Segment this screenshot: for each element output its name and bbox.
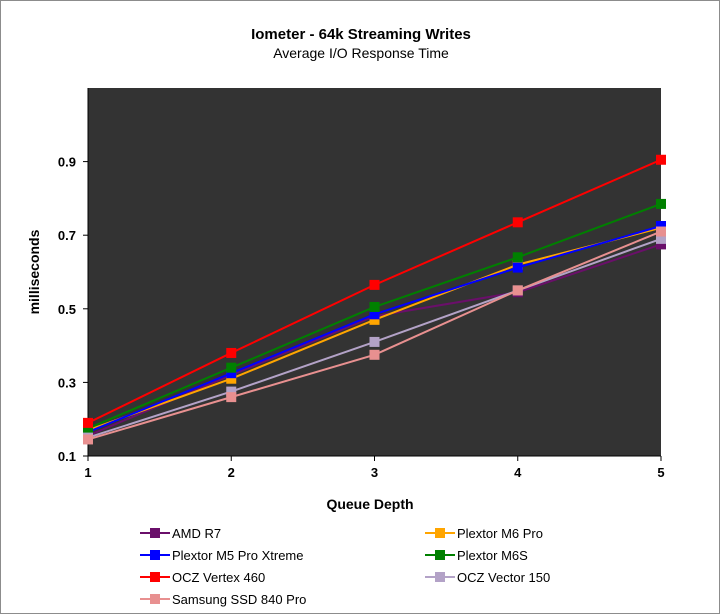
legend-label: Samsung SSD 840 Pro (172, 592, 306, 607)
data-point (83, 434, 93, 445)
y-tick-label: 0.9 (58, 155, 76, 170)
series-lines (83, 154, 666, 445)
x-axis: 1 2 3 4 5 (84, 455, 665, 480)
legend-label: OCZ Vector 150 (457, 570, 550, 585)
x-tick-label: 3 (371, 465, 378, 480)
data-point (226, 373, 237, 384)
data-point (226, 368, 237, 379)
legend-swatch-marker (150, 572, 160, 582)
data-point (369, 349, 380, 360)
data-point (226, 392, 237, 403)
legend-item: Plextor M6S (425, 548, 528, 563)
data-point (226, 347, 237, 358)
data-point (226, 362, 237, 373)
legend-item: Samsung SSD 840 Pro (140, 592, 306, 607)
data-point (512, 252, 523, 263)
legend-swatch-marker (150, 550, 160, 560)
data-point (512, 217, 523, 228)
data-point (656, 226, 666, 237)
data-point (369, 336, 380, 347)
plot-area (88, 88, 661, 456)
data-point (369, 301, 380, 312)
legend-label: Plextor M6 Pro (457, 526, 543, 541)
series-6 (83, 226, 666, 445)
y-tick-label: 0.1 (58, 449, 76, 464)
chart-title: Iometer - 64k Streaming Writes (251, 26, 471, 43)
legend-item: OCZ Vertex 460 (140, 570, 265, 585)
legend-label: Plextor M5 Pro Xtreme (172, 548, 304, 563)
data-point (83, 417, 93, 428)
legend-label: Plextor M6S (457, 548, 528, 563)
y-axis: 0.1 0.3 0.5 0.7 0.9 (58, 88, 89, 464)
series-3 (83, 198, 666, 434)
x-tick-label: 5 (657, 465, 664, 480)
data-point (226, 386, 237, 397)
data-point (656, 233, 666, 244)
legend-item: AMD R7 (140, 526, 221, 541)
legend-swatch-marker (150, 528, 160, 538)
data-point (656, 154, 666, 165)
data-point (369, 314, 380, 325)
legend-swatch-marker (150, 594, 160, 604)
data-point (512, 262, 523, 273)
legend-label: OCZ Vertex 460 (172, 570, 265, 585)
data-point (656, 221, 666, 231)
legend: AMD R7 Plextor M6 Pro Plextor M5 Pro Xtrem… (140, 526, 550, 607)
data-point (656, 239, 666, 250)
data-point (369, 309, 380, 320)
legend-swatch-marker (435, 572, 445, 582)
data-point (369, 279, 380, 290)
data-point (83, 423, 93, 434)
legend-label: AMD R7 (172, 526, 221, 541)
legend-swatch-marker (435, 550, 445, 560)
data-point (512, 285, 523, 296)
x-axis-label: Queue Depth (326, 496, 413, 512)
x-tick-label: 2 (228, 465, 235, 480)
legend-swatch-marker (435, 528, 445, 538)
y-tick-label: 0.3 (58, 375, 76, 390)
y-axis-label: milliseconds (26, 229, 42, 314)
y-tick-label: 0.7 (58, 228, 76, 243)
x-tick-label: 1 (84, 465, 91, 480)
x-tick-label: 4 (514, 465, 522, 480)
legend-item: OCZ Vector 150 (425, 570, 550, 585)
y-tick-label: 0.5 (58, 302, 76, 317)
legend-item: Plextor M6 Pro (425, 526, 543, 541)
legend-item: Plextor M5 Pro Xtreme (140, 548, 304, 563)
chart-subtitle: Average I/O Response Time (273, 45, 449, 61)
data-point (656, 198, 666, 209)
series-4 (83, 154, 666, 428)
